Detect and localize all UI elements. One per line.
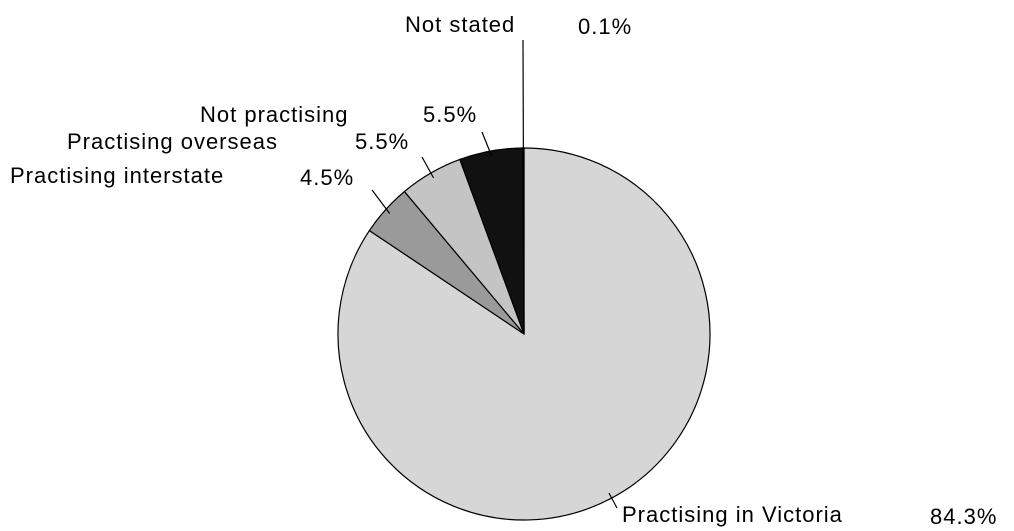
slice-label: Practising in Victoria bbox=[622, 502, 843, 527]
leader-line bbox=[421, 156, 435, 179]
leader-line bbox=[608, 492, 618, 509]
slice-value-label: 5.5% bbox=[355, 129, 409, 154]
slice-value-label: 5.5% bbox=[423, 102, 477, 127]
slice-label: Not stated bbox=[405, 12, 515, 37]
leader-line bbox=[371, 189, 391, 214]
leader-line bbox=[481, 131, 493, 157]
leader-line bbox=[522, 39, 525, 335]
slice-label: Not practising bbox=[200, 102, 349, 127]
slice-value-label: 0.1% bbox=[578, 14, 632, 39]
slice-value-label: 4.5% bbox=[300, 165, 354, 190]
slice-label: Practising interstate bbox=[10, 163, 224, 188]
slice-value-label: 84.3% bbox=[930, 504, 997, 529]
slice-label: Practising overseas bbox=[67, 129, 278, 154]
